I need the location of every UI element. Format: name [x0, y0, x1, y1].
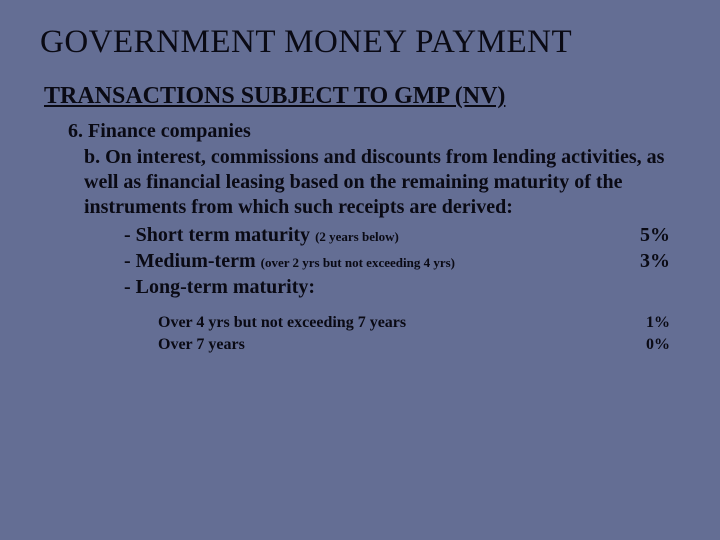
section-heading: 6. Finance companies	[68, 120, 680, 143]
rate-label: - Medium-term (over 2 yrs but not exceed…	[124, 248, 620, 274]
detail-pct: 0%	[620, 334, 680, 356]
subtitle: TRANSACTIONS SUBJECT TO GMP (NV)	[44, 83, 680, 110]
rate-row: - Short term maturity (2 years below) 5%	[124, 222, 680, 248]
detail-row: Over 4 yrs but not exceeding 7 years 1%	[158, 312, 680, 334]
rate-label: - Long-term maturity:	[124, 274, 620, 300]
detail-label: Over 7 years	[158, 334, 620, 356]
main-title: GOVERNMENT MONEY PAYMENT	[40, 24, 680, 61]
section-body: b. On interest, commissions and discount…	[84, 145, 680, 220]
detail-row: Over 7 years 0%	[158, 334, 680, 356]
rate-row: - Long-term maturity:	[124, 274, 680, 300]
rate-pct: 5%	[620, 222, 680, 248]
rate-label: - Short term maturity (2 years below)	[124, 222, 620, 248]
detail-pct: 1%	[620, 312, 680, 334]
rate-row: - Medium-term (over 2 yrs but not exceed…	[124, 248, 680, 274]
detail-label: Over 4 yrs but not exceeding 7 years	[158, 312, 620, 334]
slide: GOVERNMENT MONEY PAYMENT TRANSACTIONS SU…	[0, 0, 720, 355]
rate-pct: 3%	[620, 248, 680, 274]
